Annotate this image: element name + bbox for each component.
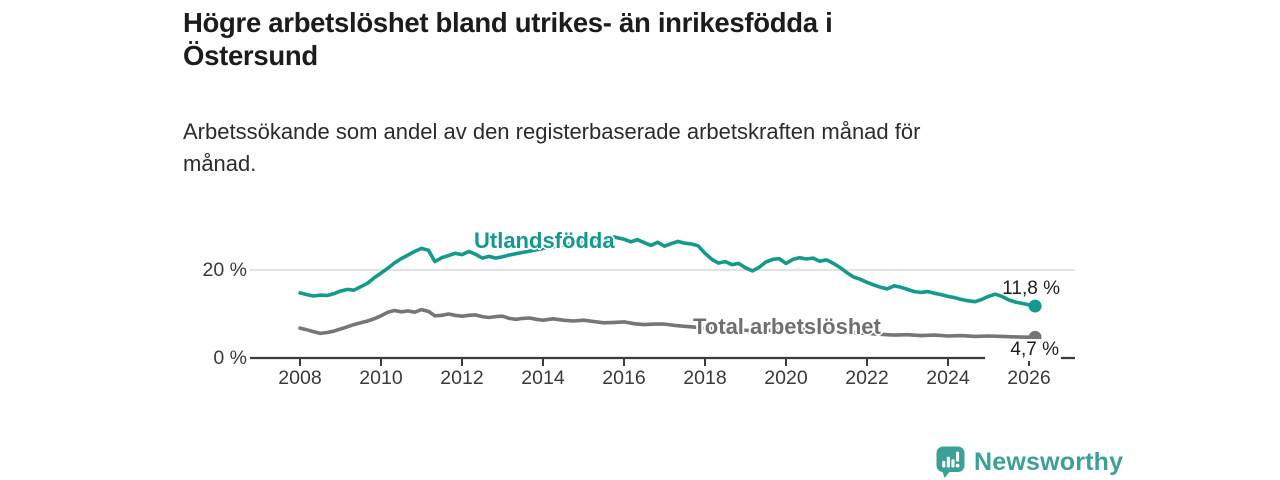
newsworthy-icon [936,446,965,478]
x-tick-label-2022: 2022 [845,367,889,389]
x-tick-label-2008: 2008 [278,367,322,389]
series-line-0 [298,235,1037,308]
subtitle-line-2: månad. [183,151,257,176]
chart-subtitle: Arbetssökande som andel av den registerb… [183,116,920,180]
subtitle-line-1: Arbetssökande som andel av den registerb… [183,119,921,144]
series-label-total-arbetsloshet: Total arbetslöshet [693,314,881,339]
newsworthy-wordmark: Newsworthy [974,448,1124,476]
x-tick-label-2020: 2020 [764,367,808,389]
x-tick-label-2026: 2026 [1007,367,1051,389]
x-tick-label-2018: 2018 [683,367,727,389]
title-line-2: Östersund [183,40,318,71]
x-tick-label-2014: 2014 [521,367,565,389]
title-line-1: Högre arbetslöshet bland utrikes- än inr… [183,7,833,38]
x-tick-label-2016: 2016 [602,367,646,389]
series-label-utlandsfodda: Utlandsfödda [474,228,615,253]
x-tick-label-2012: 2012 [440,367,484,389]
end-value-utlandsfodda: 11,8 % [1002,278,1060,299]
newsworthy-logo[interactable]: Newsworthy [936,446,1123,479]
y-tick-label-0: 0 % [213,347,247,369]
y-tick-label-20: 20 % [202,259,247,281]
end-value-total-arbetsloshet: 4,7 % [985,339,1061,361]
x-tick-label-2010: 2010 [359,367,403,389]
page-title: Högre arbetslöshet bland utrikes- än inr… [183,6,833,72]
series-line-1 [298,307,1037,340]
x-tick-label-2024: 2024 [926,367,970,389]
series-end-dot-0 [1028,299,1042,313]
